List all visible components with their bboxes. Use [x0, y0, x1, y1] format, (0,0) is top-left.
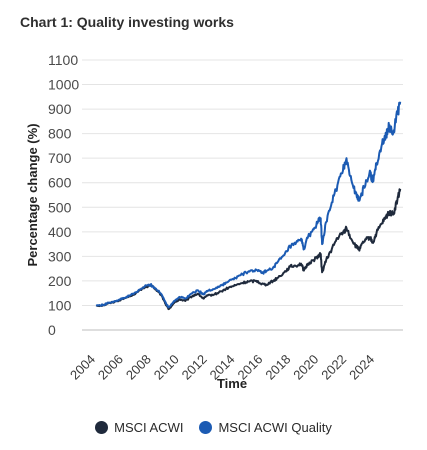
y-tick-label: 0 [48, 322, 56, 338]
y-tick-label: 700 [48, 150, 72, 166]
grid-lines [82, 59, 403, 331]
y-tick-label: 600 [48, 175, 72, 191]
y-axis-label: Percentage change (%) [25, 123, 40, 266]
legend: MSCI ACWI MSCI ACWI Quality [0, 420, 427, 435]
x-tick-label: 2008 [123, 352, 154, 383]
x-tick-label: 2006 [95, 352, 126, 383]
x-tick-label: 2004 [67, 352, 98, 383]
series-line-msci-acwi-quality [95, 101, 402, 309]
legend-item-msci-acwi-quality: MSCI ACWI Quality [199, 420, 332, 435]
x-tick-label: 2020 [290, 352, 321, 383]
y-tick-label: 1000 [48, 77, 79, 93]
line-chart: 0 100 200 300 400 500 600 700 800 900 1000 1100 200… [25, 52, 403, 391]
y-tick-label: 300 [48, 248, 72, 264]
x-tick-label: 2010 [151, 352, 182, 383]
legend-marker-msci-acwi-quality [199, 421, 213, 434]
y-tick-label: 900 [48, 101, 72, 117]
y-tick-label: 1100 [48, 52, 78, 68]
legend-label-msci-acwi: MSCI ACWI [114, 420, 184, 435]
y-tick-label: 200 [48, 273, 72, 289]
y-tick-label: 500 [48, 199, 72, 215]
x-axis-label: Time [217, 376, 247, 391]
y-tick-label: 400 [48, 224, 72, 240]
chart-title: Chart 1: Quality investing works [20, 14, 234, 30]
x-tick-label: 2024 [346, 352, 377, 383]
y-axis-ticks: 0 100 200 300 400 500 600 700 800 900 1000 1100 [48, 52, 79, 338]
y-tick-label: 100 [48, 297, 72, 313]
x-tick-label: 2022 [318, 352, 349, 383]
y-tick-label: 800 [48, 126, 72, 142]
x-tick-label: 2012 [179, 352, 210, 383]
legend-label-msci-acwi-quality: MSCI ACWI Quality [218, 420, 332, 435]
legend-marker-msci-acwi [95, 421, 109, 434]
series-lines [95, 101, 402, 311]
x-tick-label: 2018 [262, 352, 293, 383]
legend-item-msci-acwi: MSCI ACWI [95, 420, 183, 435]
